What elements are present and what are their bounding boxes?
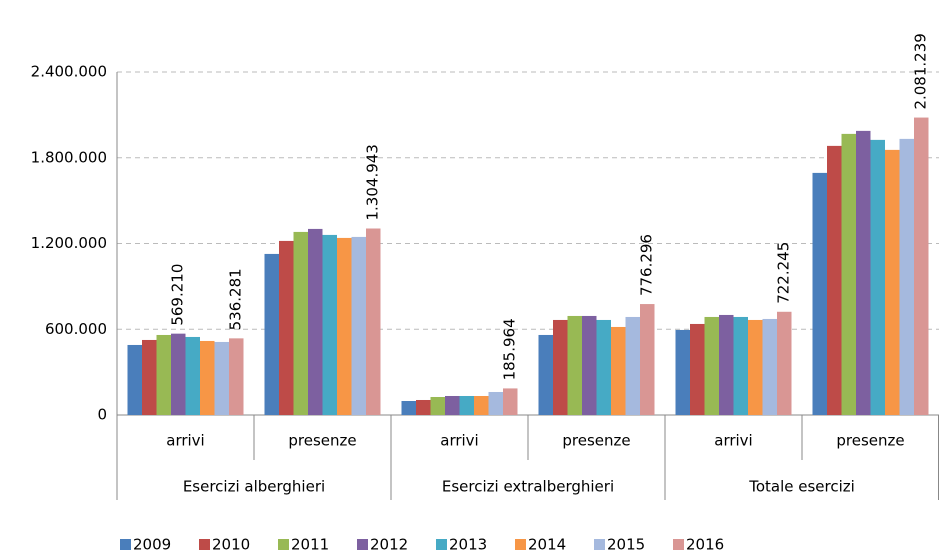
bar: [366, 228, 381, 415]
bar: [914, 117, 929, 415]
bar: [156, 334, 171, 415]
bar: [308, 228, 323, 415]
bar: [293, 231, 308, 415]
group-label: Totale esercizi: [748, 478, 855, 496]
y-tick-label: 600.000: [45, 320, 107, 338]
value-label: 1.304.943: [364, 144, 382, 220]
bar: [640, 304, 655, 415]
legend-label: 2009: [133, 536, 171, 552]
y-tick-label: 2.400.000: [31, 63, 107, 81]
bar: [445, 395, 460, 415]
group-label: Esercizi extralberghieri: [442, 478, 614, 496]
x-tick-label: arrivi: [440, 432, 478, 450]
group-label: Esercizi alberghieri: [183, 478, 325, 496]
legend-swatch: [199, 539, 210, 550]
bar: [416, 399, 431, 415]
y-tick-label: 0: [97, 406, 107, 424]
value-label: 185.964: [501, 318, 519, 380]
legend-label: 2014: [528, 536, 566, 552]
bar: [611, 326, 626, 415]
x-tick-label: arrivi: [166, 432, 204, 450]
value-label: 569.210: [169, 264, 187, 326]
legend-swatch: [278, 539, 289, 550]
bar: [430, 396, 445, 415]
x-tick-label: presenze: [288, 432, 356, 450]
bar: [538, 334, 553, 415]
value-label: 776.296: [638, 234, 656, 296]
x-tick-label: arrivi: [714, 432, 752, 450]
bar: [264, 253, 279, 415]
legend-label: 2013: [449, 536, 487, 552]
value-label: 2.081.239: [912, 33, 930, 109]
legend-label: 2012: [370, 536, 408, 552]
bar: [337, 237, 352, 415]
bar: [856, 130, 871, 416]
bar: [582, 315, 597, 415]
bar: [322, 234, 337, 415]
bar: [401, 400, 416, 415]
bar: [885, 149, 900, 415]
x-tick-label: presenze: [836, 432, 904, 450]
legend-swatch: [673, 539, 684, 550]
bar: [625, 316, 640, 415]
bar: [503, 388, 518, 415]
legend-swatch: [594, 539, 605, 550]
bar: [841, 133, 856, 415]
legend-swatch: [515, 539, 526, 550]
bar: [812, 172, 827, 415]
bar: [488, 391, 503, 415]
bar: [567, 315, 582, 415]
y-tick-label: 1.800.000: [31, 148, 107, 166]
bar: [762, 318, 777, 415]
bar: [142, 339, 157, 415]
bar: [719, 314, 734, 415]
bar: [229, 338, 244, 415]
legend-swatch: [436, 539, 447, 550]
bar: [171, 333, 186, 415]
x-tick-label: presenze: [562, 432, 630, 450]
bar: [474, 395, 489, 415]
bar: [200, 340, 215, 415]
legend-label: 2010: [212, 536, 250, 552]
legend-swatch: [120, 539, 131, 550]
bar: [596, 319, 611, 415]
bar: [279, 240, 294, 415]
bar: [733, 316, 748, 415]
bar: [553, 319, 568, 415]
bar: [459, 395, 474, 415]
bar: [185, 336, 200, 415]
bar: [675, 329, 690, 415]
legend-label: 2015: [607, 536, 645, 552]
legend-label: 2016: [686, 536, 724, 552]
bar: [690, 323, 705, 415]
bar: [214, 341, 229, 415]
bar: [127, 344, 142, 415]
legend-label: 2011: [291, 536, 329, 552]
bar: [748, 319, 763, 415]
bar: [777, 311, 792, 415]
legend-swatch: [357, 539, 368, 550]
bar: [899, 138, 914, 415]
value-label: 722.245: [775, 242, 793, 304]
bar: [351, 236, 366, 415]
value-label: 536.281: [227, 268, 245, 330]
bar: [870, 139, 885, 415]
bar: [704, 316, 719, 415]
bar: [827, 145, 842, 415]
y-tick-label: 1.200.000: [31, 234, 107, 252]
